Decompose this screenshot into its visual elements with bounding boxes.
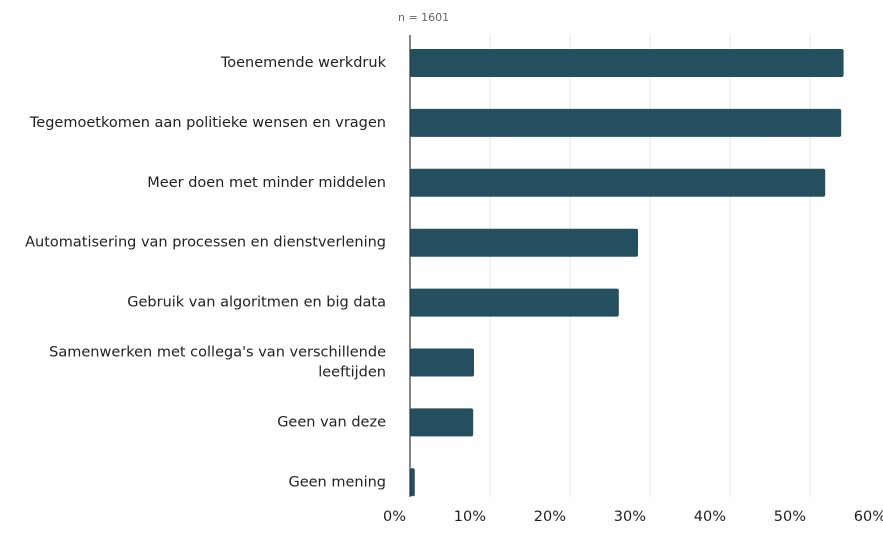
- bar: [410, 168, 826, 197]
- x-tick-label: 10%: [454, 509, 486, 525]
- bar: [410, 348, 474, 377]
- x-tick-label: 60%: [854, 509, 883, 525]
- bar: [410, 408, 474, 437]
- category-label: Automatisering van processen en dienstve…: [25, 235, 386, 251]
- category-label: Geen van deze: [277, 414, 386, 430]
- bar: [410, 288, 619, 317]
- chart-subtitle: n = 1601: [398, 11, 449, 24]
- x-tick-label: 50%: [774, 509, 806, 525]
- bar: [410, 468, 415, 497]
- x-tick-label: 0%: [383, 509, 406, 525]
- category-label: Tegemoetkomen aan politieke wensen en vr…: [29, 115, 386, 131]
- x-tick-label: 30%: [614, 509, 646, 525]
- category-label: Samenwerken met collega's van verschille…: [49, 345, 386, 381]
- category-label: Gebruik van algoritmen en big data: [127, 295, 386, 311]
- bar: [410, 228, 638, 257]
- category-label: Geen mening: [288, 474, 386, 490]
- bar: [410, 108, 842, 137]
- bar: [410, 49, 844, 77]
- category-label: Toenemende werkdruk: [220, 55, 387, 71]
- x-tick-label: 40%: [694, 509, 726, 525]
- category-label: Meer doen met minder middelen: [147, 175, 386, 191]
- x-tick-label: 20%: [534, 509, 566, 525]
